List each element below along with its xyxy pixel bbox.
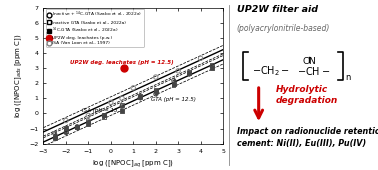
Point [119, 109, 125, 112]
Point [74, 125, 80, 128]
Point [101, 114, 107, 117]
Text: ISA (pH = 13.3): ISA (pH = 13.3) [82, 107, 124, 113]
Point [170, 82, 177, 85]
Text: UP2W filter aid: UP2W filter aid [237, 5, 318, 14]
Text: Impact on radionuclide retention by
cement: Ni(II), Eu(III), Pu(IV): Impact on radionuclide retention by ceme… [237, 128, 378, 148]
Point [186, 72, 192, 74]
Point [63, 119, 69, 122]
Point [74, 125, 80, 128]
Point [137, 96, 143, 99]
Text: (polyacrylonitrile-based): (polyacrylonitrile-based) [237, 24, 330, 33]
Point [63, 131, 69, 134]
Point [108, 101, 114, 104]
Point [101, 114, 107, 116]
Text: $\mathregular{-CH-}$: $\mathregular{-CH-}$ [296, 65, 330, 77]
Point [153, 93, 159, 95]
Y-axis label: log ([NPOC]$_{ads}$ [ppm C]): log ([NPOC]$_{ads}$ [ppm C]) [13, 33, 24, 118]
Point [52, 136, 58, 139]
Text: $\mathregular{-CH_2-}$: $\mathregular{-CH_2-}$ [252, 64, 290, 78]
Point [85, 114, 91, 117]
X-axis label: log ([NPOC]$_{aq}$ [ppm C]): log ([NPOC]$_{aq}$ [ppm C]) [92, 159, 174, 170]
Point [119, 97, 125, 100]
Point [119, 104, 125, 106]
Point [153, 76, 159, 78]
Point [209, 63, 215, 66]
Text: n: n [345, 73, 351, 82]
Point [137, 96, 143, 99]
Text: $\mathregular{CN}$: $\mathregular{CN}$ [302, 55, 316, 66]
Point [209, 65, 215, 67]
Point [85, 123, 91, 126]
Point [170, 79, 177, 82]
Point [121, 67, 127, 70]
Point [186, 73, 192, 75]
Text: UP2W deg. leachates (pH = 12.5): UP2W deg. leachates (pH = 12.5) [70, 60, 174, 65]
Point [170, 84, 177, 87]
Text: Hydrolytic
degradation: Hydrolytic degradation [276, 85, 338, 105]
Point [85, 119, 91, 122]
Point [85, 121, 91, 123]
Point [209, 67, 215, 70]
Point [101, 116, 107, 118]
Point [130, 87, 136, 89]
Legend: Inactive + $^{14}$C-GTA (Szabo et al., 2022a), Inactive GTA (Szabo et al., 2022a: Inactive + $^{14}$C-GTA (Szabo et al., 2… [46, 8, 144, 47]
Point [198, 57, 204, 60]
Point [175, 70, 181, 72]
Point [63, 129, 69, 132]
Point [74, 126, 80, 129]
Text: GTA (pH = 12.5): GTA (pH = 12.5) [151, 97, 196, 102]
Point [137, 94, 143, 97]
Point [186, 71, 192, 73]
Point [52, 136, 58, 139]
Point [52, 132, 58, 135]
Point [119, 105, 125, 107]
Point [63, 126, 69, 129]
Point [153, 89, 159, 91]
Point [153, 90, 159, 93]
